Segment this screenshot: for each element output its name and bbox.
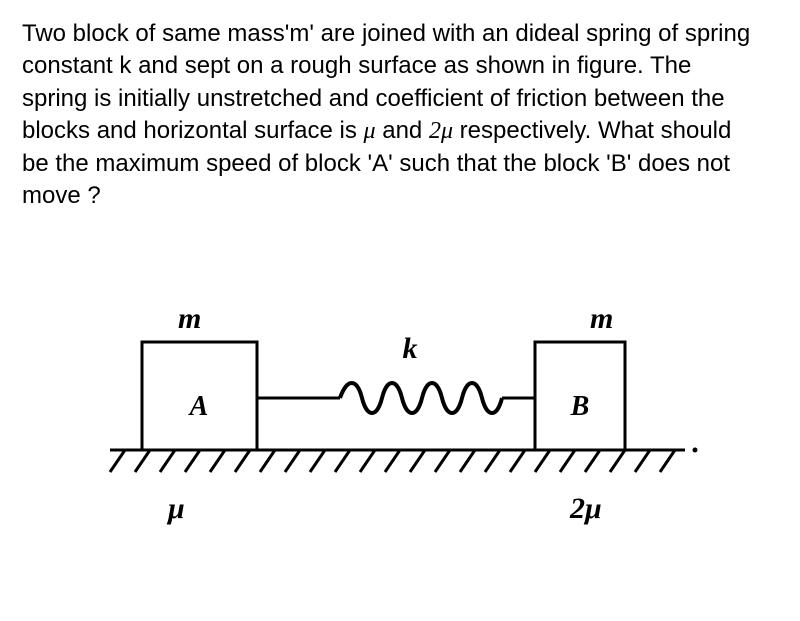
- ground-hatching: [110, 450, 675, 472]
- q-line5: be the maximum speed of block 'A' such t…: [22, 150, 730, 177]
- two-mu-symbol: 2μ: [429, 118, 453, 144]
- block-a-label: A: [188, 391, 209, 422]
- q-line1: Two block of same mass'm' are joined wit…: [22, 20, 750, 47]
- q-line4b: and: [376, 117, 429, 144]
- q-line4a: blocks and horizontal surface is: [22, 117, 364, 144]
- mu-symbol-1: μ: [364, 118, 376, 144]
- q-line6: move ?: [22, 182, 101, 209]
- figure-container: A m B m k μ 2μ: [22, 280, 778, 540]
- mu-right-label: 2μ: [569, 492, 602, 525]
- q-line2: constant k and sept on a rough surface a…: [22, 52, 691, 79]
- q-line4c: respectively. What should: [453, 117, 731, 144]
- block-b-label: B: [570, 391, 590, 422]
- question-block: Two block of same mass'm' are joined wit…: [22, 18, 778, 212]
- q-line3: spring is initially unstretched and coef…: [22, 85, 725, 112]
- physics-diagram: A m B m k μ 2μ: [90, 280, 710, 540]
- ground-dot: [693, 448, 698, 453]
- spring-coil: [340, 383, 502, 413]
- mu-left-label: μ: [166, 492, 185, 525]
- mass-label-b: m: [590, 302, 613, 335]
- mass-label-a: m: [178, 302, 201, 335]
- spring-constant-label: k: [403, 332, 418, 365]
